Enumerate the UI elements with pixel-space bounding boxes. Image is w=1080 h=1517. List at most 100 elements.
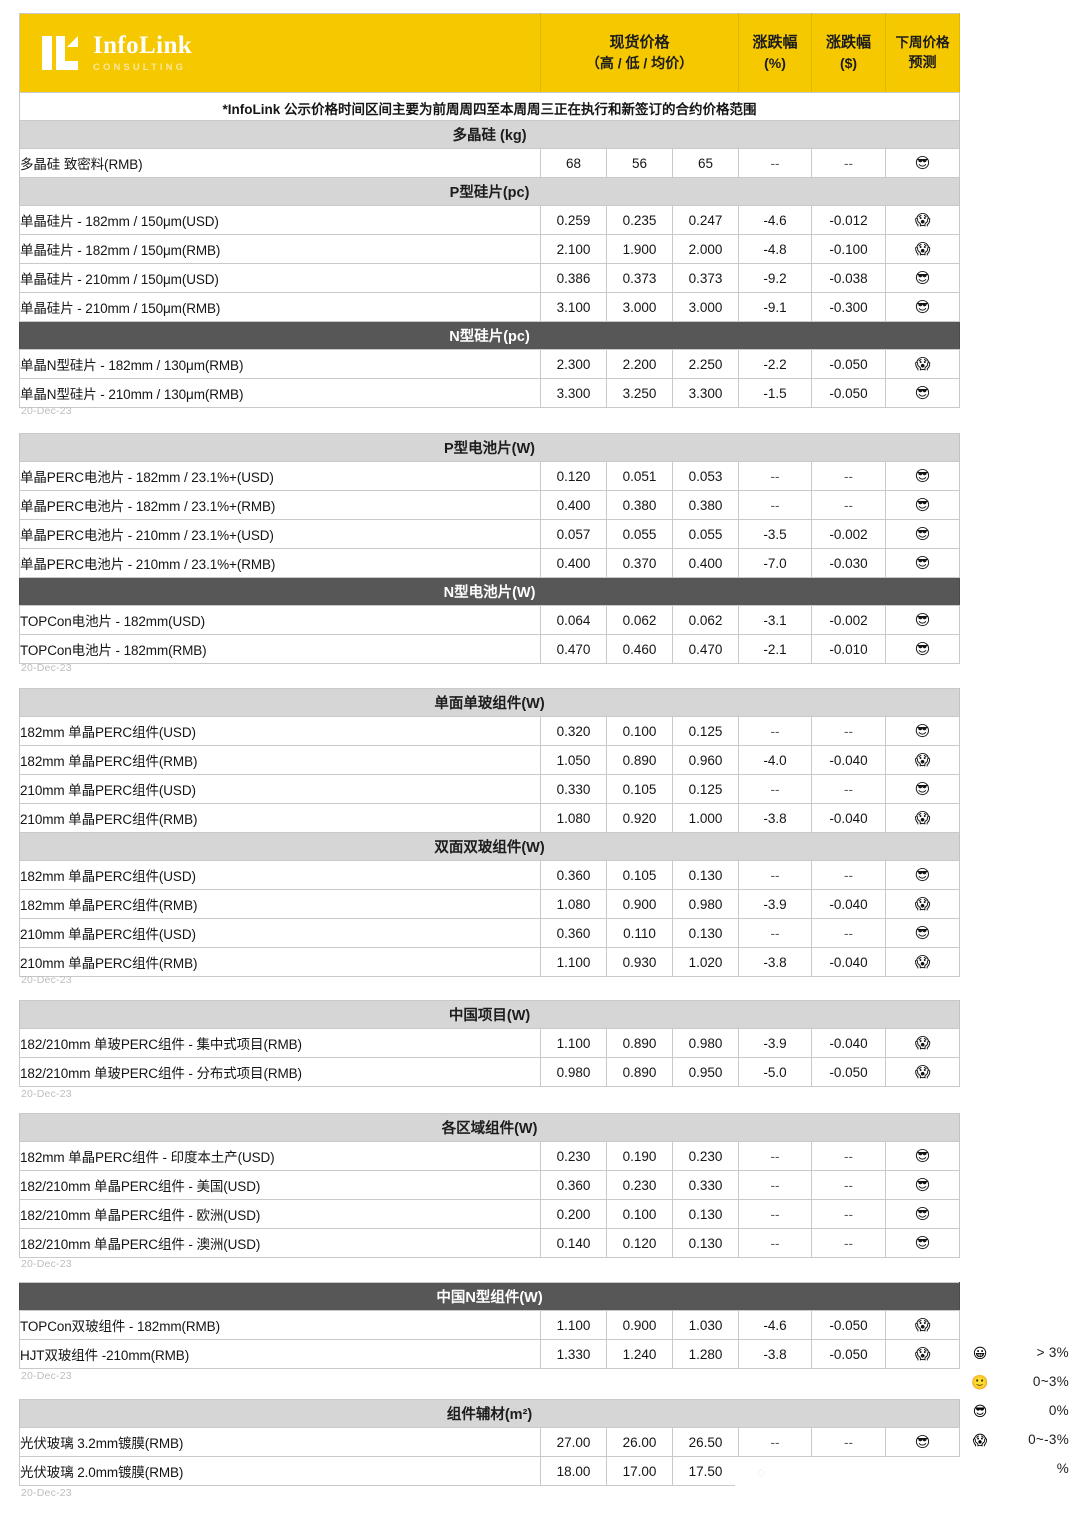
price-avg-cell: 1.000 bbox=[672, 803, 739, 833]
price-low-cell: 0.190 bbox=[606, 1141, 673, 1171]
forecast-sunglasses-icon: 😎 bbox=[914, 298, 931, 316]
forecast-cell: 😎 bbox=[885, 716, 960, 746]
forecast-sunglasses-icon: 😎 bbox=[914, 154, 931, 172]
forecast-cell: 😱 bbox=[885, 803, 960, 833]
section-title: 各区域组件(W) bbox=[18, 1113, 961, 1142]
table-row: 210mm 单晶PERC组件(USD) 0.330 0.105 0.125 -- -- 😎 bbox=[19, 774, 960, 804]
table-row: 182mm 单晶PERC组件 - 印度本土产(USD) 0.230 0.190 0.2… bbox=[19, 1141, 961, 1171]
product-name-cell: 单晶N型硅片 - 182mm / 130μm(RMB) bbox=[19, 349, 541, 379]
price-low-cell: 0.930 bbox=[606, 947, 673, 977]
price-high-cell: 1.100 bbox=[540, 1310, 607, 1340]
price-avg-cell: 0.373 bbox=[672, 263, 739, 293]
table-row: 182mm 单晶PERC组件(RMB) 1.050 0.890 0.960 -4.0 -0… bbox=[19, 745, 960, 775]
price-low-cell: 0.120 bbox=[606, 1228, 673, 1258]
forecast-cell: 😎 bbox=[884, 148, 961, 178]
price-avg-cell: 0.125 bbox=[672, 716, 739, 746]
product-name-cell: 210mm 单晶PERC组件(USD) bbox=[19, 918, 541, 948]
forecast-cell: 😎 bbox=[884, 292, 961, 322]
change-pct-cell: -7.0 bbox=[738, 548, 812, 578]
price-avg-cell: 3.300 bbox=[672, 378, 739, 408]
price-high-cell: 0.360 bbox=[540, 1170, 607, 1200]
change-pct-cell: -- bbox=[738, 774, 812, 804]
product-name-cell: 单晶PERC电池片 - 210mm / 23.1%+(RMB) bbox=[19, 548, 541, 578]
price-low-cell: 0.100 bbox=[606, 716, 673, 746]
change-pct-cell: -3.8 bbox=[738, 947, 812, 977]
section-datestamp: 20-Dec-23 bbox=[21, 974, 72, 986]
price-high-cell: 0.360 bbox=[540, 918, 607, 948]
table-row: HJT双玻组件 -210mm(RMB) 1.330 1.240 1.280 -3.8 -0… bbox=[19, 1339, 961, 1369]
price-low-cell: 0.235 bbox=[606, 205, 673, 235]
price-high-cell: 1.050 bbox=[540, 745, 607, 775]
price-low-cell: 0.380 bbox=[606, 490, 673, 520]
forecast-sunglasses-icon: 😎 bbox=[914, 1234, 931, 1252]
change-pct-cell: -2.1 bbox=[738, 634, 812, 664]
change-pct-cell: -- bbox=[738, 461, 812, 491]
price-avg-cell: 0.055 bbox=[672, 519, 739, 549]
table-row: 单晶PERC电池片 - 182mm / 23.1%+(RMB) 0.400 0.38… bbox=[19, 490, 961, 520]
change-pct-cell: -9.1 bbox=[738, 292, 812, 322]
change-usd-cell: -0.040 bbox=[811, 1028, 886, 1058]
price-high-cell: 0.259 bbox=[540, 205, 607, 235]
section-title: N型硅片(pc) bbox=[18, 321, 961, 350]
product-name-cell: 182mm 单晶PERC组件 - 印度本土产(USD) bbox=[19, 1141, 541, 1171]
forecast-cell: 😱 bbox=[885, 745, 960, 775]
legend-label: % bbox=[1056, 1461, 1069, 1476]
price-avg-cell: 17.50 bbox=[672, 1456, 739, 1486]
section-title: N型电池片(W) bbox=[18, 577, 961, 606]
price-avg-cell: 0.130 bbox=[672, 1228, 739, 1258]
block-region: 各区域组件(W) 182mm 单晶PERC组件 - 印度本土产(USD) 0.230… bbox=[18, 1113, 961, 1258]
section-header-row: 单面单玻组件(W) bbox=[19, 688, 960, 717]
price-high-cell: 1.080 bbox=[540, 803, 607, 833]
price-low-cell: 0.460 bbox=[606, 634, 673, 664]
change-pct-cell: -9.2 bbox=[738, 263, 812, 293]
forecast-cell: 😎 bbox=[884, 490, 961, 520]
price-avg-cell: 0.053 bbox=[672, 461, 739, 491]
price-high-cell: 0.360 bbox=[540, 860, 607, 890]
section-datestamp: 20-Dec-23 bbox=[21, 662, 72, 674]
change-usd-cell: -0.050 bbox=[811, 1339, 886, 1369]
price-low-cell: 26.00 bbox=[606, 1427, 673, 1457]
change-usd-cell: -- bbox=[811, 918, 886, 948]
change-pct-cell: -- bbox=[738, 148, 812, 178]
price-avg-cell: 0.950 bbox=[672, 1057, 739, 1087]
legend-label: 0% bbox=[1048, 1403, 1069, 1418]
product-name-cell: 单晶N型硅片 - 210mm / 130μm(RMB) bbox=[19, 378, 541, 408]
change-usd-cell: -- bbox=[811, 461, 886, 491]
product-name-cell: TOPCon电池片 - 182mm(USD) bbox=[19, 605, 541, 635]
change-pct-cell: -- bbox=[738, 860, 812, 890]
forecast-cell: 😎 bbox=[884, 1427, 961, 1457]
table-row: 182mm 单晶PERC组件(USD) 0.360 0.105 0.130 -- -- 😎 bbox=[19, 860, 960, 890]
price-avg-cell: 0.062 bbox=[672, 605, 739, 635]
price-low-cell: 1.240 bbox=[606, 1339, 673, 1369]
forecast-sunglasses-icon: 😎 bbox=[914, 269, 931, 287]
header-spot-price: 现货价格 （高 / 低 / 均价） bbox=[540, 13, 739, 93]
price-low-cell: 0.890 bbox=[606, 1028, 673, 1058]
table-row: 单晶硅片 - 210mm / 150μm(USD) 0.386 0.373 0.373… bbox=[19, 263, 961, 293]
table-row: 光伏玻璃 3.2mm镀膜(RMB) 27.00 26.00 26.50 -- -- 😎 bbox=[19, 1427, 961, 1457]
section-header-row: 中国N型组件(W) bbox=[18, 1282, 961, 1311]
change-usd-cell: -0.040 bbox=[811, 889, 886, 919]
forecast-sunglasses-icon: 😎 bbox=[914, 780, 931, 798]
forecast-scream-icon: 😱 bbox=[914, 1316, 931, 1334]
change-pct-cell: -3.1 bbox=[738, 605, 812, 635]
forecast-cell: 😎 bbox=[885, 860, 960, 890]
section-header-row: N型硅片(pc) bbox=[18, 321, 961, 350]
section-datestamp: 20-Dec-23 bbox=[21, 1369, 72, 1382]
change-pct-cell: -- bbox=[738, 1141, 812, 1171]
legend-scream-icon: 😱 bbox=[972, 1431, 988, 1448]
product-name-cell: 光伏玻璃 3.2mm镀膜(RMB) bbox=[19, 1427, 541, 1457]
price-high-cell: 0.400 bbox=[540, 490, 607, 520]
price-low-cell: 0.370 bbox=[606, 548, 673, 578]
change-usd-cell: -- bbox=[811, 716, 886, 746]
forecast-sunglasses-icon: 😎 bbox=[914, 1433, 931, 1451]
forecast-cell: 😱 bbox=[884, 1057, 961, 1087]
section-datestamp: 20-Dec-23 bbox=[21, 1087, 72, 1100]
price-avg-cell: 2.250 bbox=[672, 349, 739, 379]
section-header-row: 各区域组件(W) bbox=[18, 1113, 961, 1142]
price-avg-cell: 3.000 bbox=[672, 292, 739, 322]
change-usd-cell: -- bbox=[811, 1427, 886, 1457]
block-module: 单面单玻组件(W) 182mm 单晶PERC组件(USD) 0.320 0.100 0.… bbox=[19, 688, 960, 977]
change-pct-cell: -4.6 bbox=[738, 1310, 812, 1340]
forecast-cell: 😱 bbox=[885, 889, 960, 919]
change-usd-cell: -0.040 bbox=[811, 745, 886, 775]
